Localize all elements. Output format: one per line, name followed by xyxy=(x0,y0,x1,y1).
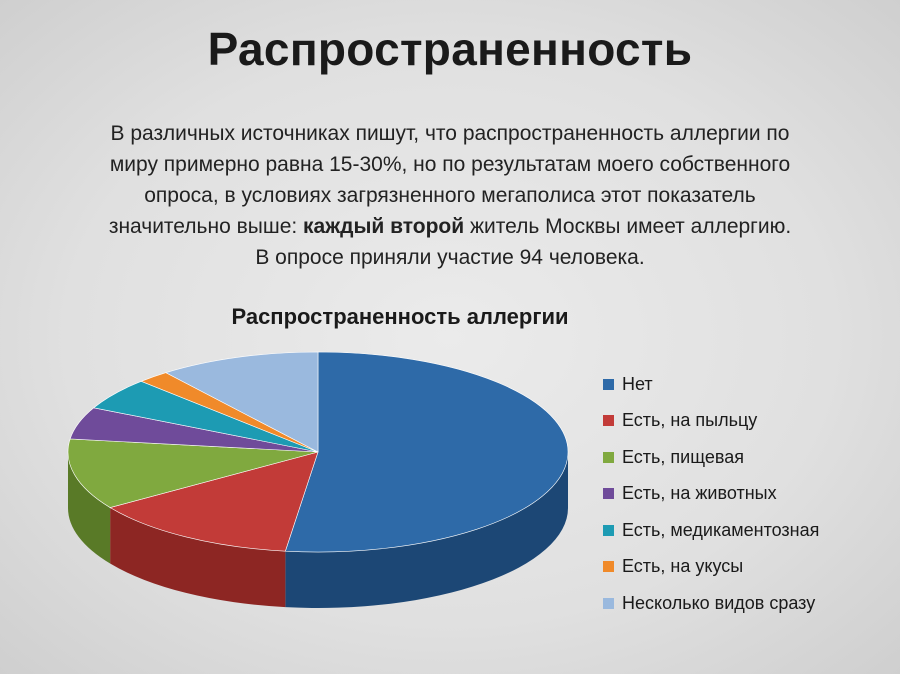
legend-swatch xyxy=(603,378,614,390)
legend-item: Есть, медикаментозная xyxy=(603,512,893,549)
legend-swatch xyxy=(603,488,614,500)
legend-item: Нет xyxy=(603,366,893,403)
pie-slice xyxy=(165,351,319,453)
legend-swatch xyxy=(603,597,614,609)
intro-line: В опросе приняли участие 94 человека. xyxy=(255,246,645,269)
legend-item: Несколько видов сразу xyxy=(603,585,893,622)
pie-slice-side xyxy=(110,507,286,608)
legend-swatch xyxy=(603,561,614,573)
legend-item: Есть, пищевая xyxy=(603,439,893,476)
intro-text: В различных источниках пишут, что распро… xyxy=(60,118,840,273)
legend-label: Есть, на пыльцу xyxy=(622,410,758,431)
pie-slice-side xyxy=(285,452,568,608)
pie-slice-side xyxy=(68,452,111,564)
legend-item: Есть, на животных xyxy=(603,476,893,513)
intro-line: миру примерно равна 15-30%, но по резуль… xyxy=(109,153,791,176)
slide-title: Распространенность xyxy=(207,23,693,75)
pie-chart xyxy=(67,351,569,608)
intro-line: значительно выше: каждый второй житель М… xyxy=(60,211,840,242)
legend-swatch xyxy=(603,415,614,427)
legend-item: Есть, на пыльцу xyxy=(603,403,893,440)
legend-label: Есть, пищевая xyxy=(622,446,744,467)
intro-line: опроса, в условиях загрязненного мегапол… xyxy=(144,184,756,207)
intro-text-bold: каждый второй xyxy=(303,215,465,238)
pie-slice xyxy=(67,438,319,508)
intro-text-pre: значительно выше: xyxy=(108,215,304,238)
legend-item: Есть, на укусы xyxy=(603,549,893,586)
legend-swatch xyxy=(603,524,614,536)
intro-line: В различных источниках пишут, что распро… xyxy=(110,122,790,145)
legend-label: Нет xyxy=(622,373,653,394)
legend-label: Есть, на укусы xyxy=(622,556,744,577)
pie-slice xyxy=(109,451,319,552)
legend-label: Есть, на животных xyxy=(622,483,777,504)
chart-title: Распространенность аллергии xyxy=(231,304,569,329)
legend-label: Есть, медикаментозная xyxy=(622,519,820,540)
intro-text-post: житель Москвы имеет аллергию. xyxy=(464,215,792,238)
legend-label: Несколько видов сразу xyxy=(622,592,816,613)
pie-slice xyxy=(284,351,569,553)
legend-swatch xyxy=(603,451,614,463)
chart-legend: Нет Есть, на пыльцу Есть, пищевая Есть, на … xyxy=(603,366,893,622)
